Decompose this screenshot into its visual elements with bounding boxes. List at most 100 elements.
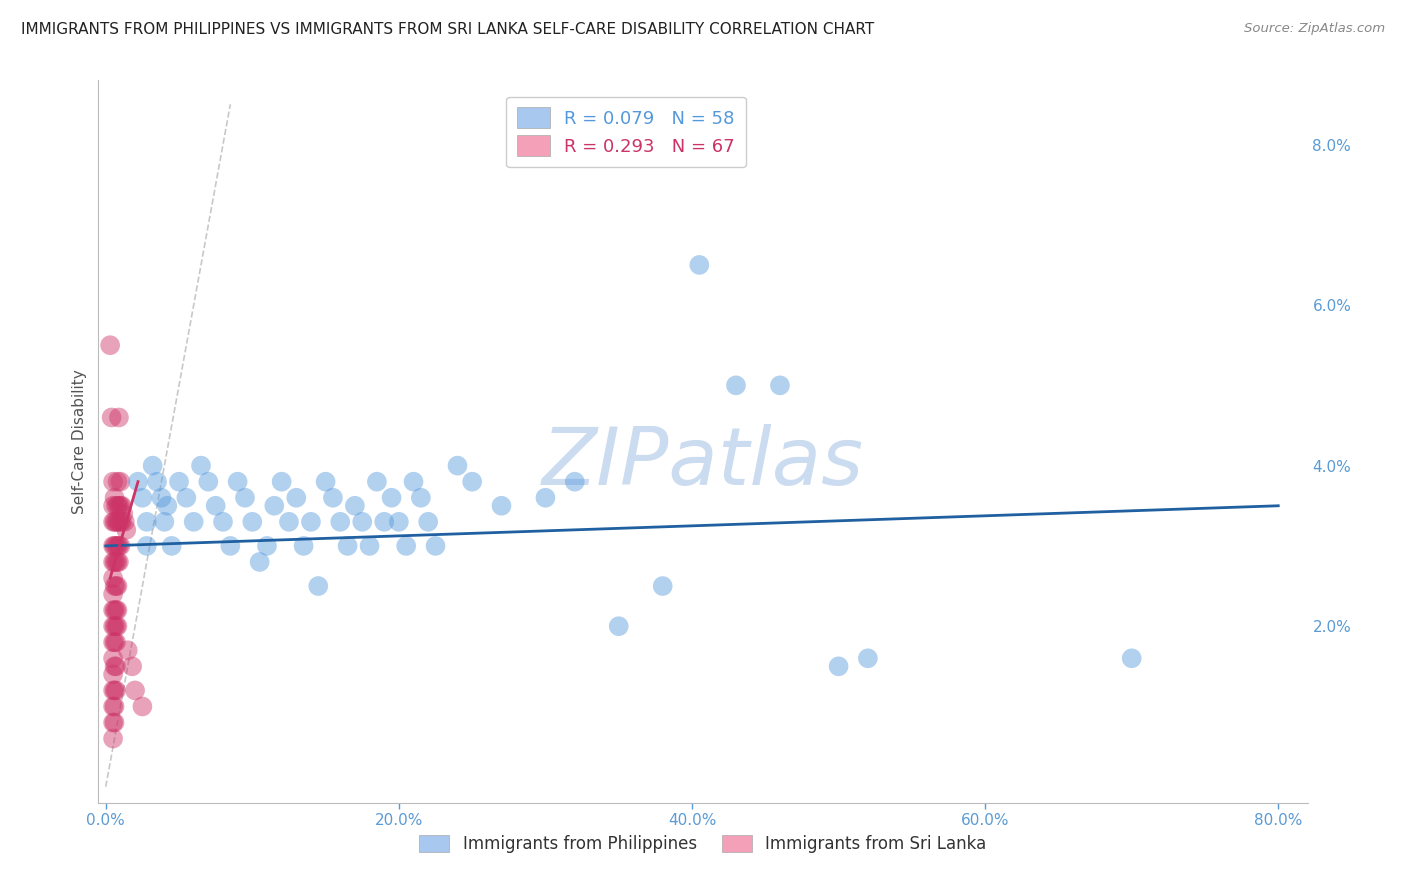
- Point: [167, 475, 190, 489]
- Point: [329, 515, 352, 529]
- Point: [285, 491, 308, 505]
- Point: [270, 475, 292, 489]
- Point: [101, 715, 124, 730]
- Point: [103, 699, 125, 714]
- Point: [336, 539, 359, 553]
- Point: [388, 515, 411, 529]
- Point: [135, 515, 157, 529]
- Point: [1121, 651, 1143, 665]
- Point: [380, 491, 402, 505]
- Point: [107, 539, 129, 553]
- Point: [278, 515, 301, 529]
- Point: [105, 515, 128, 529]
- Point: [418, 515, 440, 529]
- Point: [110, 499, 132, 513]
- Point: [105, 579, 128, 593]
- Point: [103, 539, 125, 553]
- Point: [204, 499, 226, 513]
- Point: [135, 539, 157, 553]
- Point: [101, 475, 124, 489]
- Point: [103, 555, 125, 569]
- Point: [105, 499, 128, 513]
- Point: [176, 491, 198, 505]
- Point: [101, 683, 124, 698]
- Point: [101, 731, 124, 746]
- Point: [103, 603, 125, 617]
- Point: [461, 475, 484, 489]
- Point: [105, 659, 128, 673]
- Text: Source: ZipAtlas.com: Source: ZipAtlas.com: [1244, 22, 1385, 36]
- Point: [190, 458, 212, 473]
- Point: [322, 491, 344, 505]
- Point: [111, 499, 134, 513]
- Point: [153, 515, 176, 529]
- Point: [146, 475, 169, 489]
- Point: [101, 499, 124, 513]
- Point: [110, 539, 132, 553]
- Point: [131, 491, 153, 505]
- Point: [110, 515, 132, 529]
- Point: [108, 539, 131, 553]
- Point: [101, 667, 124, 681]
- Point: [105, 555, 128, 569]
- Point: [307, 579, 329, 593]
- Point: [115, 523, 138, 537]
- Point: [101, 571, 124, 585]
- Point: [249, 555, 271, 569]
- Point: [409, 491, 432, 505]
- Point: [827, 659, 849, 673]
- Point: [101, 603, 124, 617]
- Point: [101, 699, 124, 714]
- Point: [446, 458, 468, 473]
- Point: [769, 378, 792, 392]
- Point: [111, 515, 134, 529]
- Point: [127, 475, 149, 489]
- Point: [564, 475, 586, 489]
- Point: [103, 515, 125, 529]
- Point: [103, 715, 125, 730]
- Point: [112, 507, 135, 521]
- Point: [212, 515, 235, 529]
- Point: [197, 475, 219, 489]
- Point: [131, 699, 153, 714]
- Text: IMMIGRANTS FROM PHILIPPINES VS IMMIGRANTS FROM SRI LANKA SELF-CARE DISABILITY CO: IMMIGRANTS FROM PHILIPPINES VS IMMIGRANT…: [21, 22, 875, 37]
- Point: [402, 475, 425, 489]
- Point: [107, 555, 129, 569]
- Point: [183, 515, 205, 529]
- Point: [101, 635, 124, 649]
- Point: [105, 635, 128, 649]
- Point: [103, 619, 125, 633]
- Point: [108, 555, 131, 569]
- Point: [352, 515, 374, 529]
- Y-axis label: Self-Care Disability: Self-Care Disability: [72, 369, 87, 514]
- Point: [103, 579, 125, 593]
- Point: [101, 651, 124, 665]
- Point: [233, 491, 256, 505]
- Point: [226, 475, 249, 489]
- Point: [105, 603, 128, 617]
- Point: [110, 475, 132, 489]
- Text: ZIPatlas: ZIPatlas: [541, 425, 865, 502]
- Point: [108, 410, 131, 425]
- Point: [366, 475, 388, 489]
- Point: [107, 619, 129, 633]
- Point: [124, 683, 146, 698]
- Point: [101, 587, 124, 601]
- Point: [299, 515, 322, 529]
- Point: [107, 515, 129, 529]
- Point: [103, 635, 125, 649]
- Point: [688, 258, 710, 272]
- Point: [491, 499, 513, 513]
- Point: [107, 475, 129, 489]
- Point: [395, 539, 418, 553]
- Point: [101, 515, 124, 529]
- Point: [263, 499, 285, 513]
- Point: [108, 499, 131, 513]
- Point: [103, 491, 125, 505]
- Point: [101, 539, 124, 553]
- Point: [150, 491, 173, 505]
- Point: [103, 683, 125, 698]
- Point: [114, 515, 136, 529]
- Point: [103, 659, 125, 673]
- Point: [856, 651, 879, 665]
